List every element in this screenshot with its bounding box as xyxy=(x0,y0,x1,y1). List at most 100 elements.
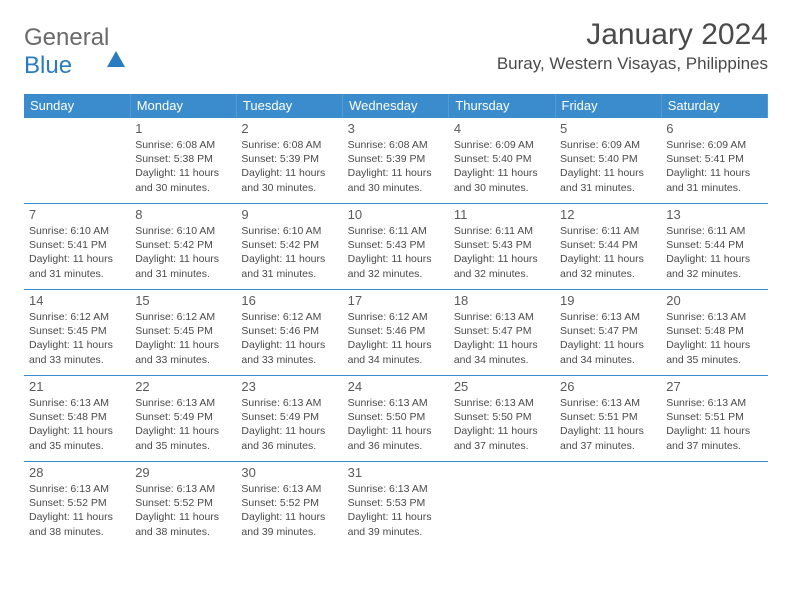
calendar-cell: 2Sunrise: 6:08 AMSunset: 5:39 PMDaylight… xyxy=(236,118,342,204)
info-line: Daylight: 11 hours and 34 minutes. xyxy=(454,338,550,366)
day-header: Thursday xyxy=(449,94,555,118)
logo-word-1: General xyxy=(24,24,109,51)
info-line: Sunset: 5:47 PM xyxy=(454,324,550,338)
day-number: 1 xyxy=(135,121,231,136)
calendar-cell xyxy=(555,462,661,548)
info-line: Sunset: 5:53 PM xyxy=(348,496,444,510)
day-number: 21 xyxy=(29,379,125,394)
day-info: Sunrise: 6:11 AMSunset: 5:43 PMDaylight:… xyxy=(348,224,444,281)
info-line: Sunrise: 6:13 AM xyxy=(29,396,125,410)
day-header: Tuesday xyxy=(236,94,342,118)
day-number: 4 xyxy=(454,121,550,136)
calendar-week: 7 Sunrise: 6:10 AMSunset: 5:41 PMDaylight… xyxy=(24,204,768,290)
info-line: Sunset: 5:52 PM xyxy=(29,496,125,510)
day-info: Sunrise: 6:11 AMSunset: 5:44 PMDaylight:… xyxy=(666,224,762,281)
info-line: Sunrise: 6:09 AM xyxy=(560,138,656,152)
info-line: Daylight: 11 hours and 33 minutes. xyxy=(29,338,125,366)
info-line: Sunset: 5:42 PM xyxy=(241,238,337,252)
day-number: 7 xyxy=(29,207,125,222)
day-info: Sunrise: 6:13 AMSunset: 5:49 PMDaylight:… xyxy=(241,396,337,453)
info-line: Daylight: 11 hours and 31 minutes. xyxy=(29,252,125,280)
calendar-cell: 20Sunrise: 6:13 AMSunset: 5:48 PMDayligh… xyxy=(661,290,767,376)
day-info: Sunrise: 6:13 AMSunset: 5:48 PMDaylight:… xyxy=(29,396,125,453)
info-line: Daylight: 11 hours and 39 minutes. xyxy=(241,510,337,538)
day-number: 16 xyxy=(241,293,337,308)
day-number: 10 xyxy=(348,207,444,222)
day-info: Sunrise: 6:12 AMSunset: 5:46 PMDaylight:… xyxy=(241,310,337,367)
info-line: Sunset: 5:52 PM xyxy=(135,496,231,510)
calendar-cell: 23Sunrise: 6:13 AMSunset: 5:49 PMDayligh… xyxy=(236,376,342,462)
info-line: Daylight: 11 hours and 30 minutes. xyxy=(135,166,231,194)
calendar-head: SundayMondayTuesdayWednesdayThursdayFrid… xyxy=(24,94,768,118)
logo-word-2: Blue xyxy=(24,52,72,79)
calendar-body: 1Sunrise: 6:08 AMSunset: 5:38 PMDaylight… xyxy=(24,118,768,548)
day-info: Sunrise: 6:08 AMSunset: 5:39 PMDaylight:… xyxy=(241,138,337,195)
calendar-cell: 5Sunrise: 6:09 AMSunset: 5:40 PMDaylight… xyxy=(555,118,661,204)
calendar-cell: 18Sunrise: 6:13 AMSunset: 5:47 PMDayligh… xyxy=(449,290,555,376)
calendar-week: 28Sunrise: 6:13 AMSunset: 5:52 PMDayligh… xyxy=(24,462,768,548)
day-info: Sunrise: 6:13 AMSunset: 5:49 PMDaylight:… xyxy=(135,396,231,453)
info-line: Daylight: 11 hours and 36 minutes. xyxy=(348,424,444,452)
info-line: Sunrise: 6:08 AM xyxy=(135,138,231,152)
info-line: Sunset: 5:39 PM xyxy=(241,152,337,166)
calendar-cell xyxy=(24,118,130,204)
info-line: Sunset: 5:44 PM xyxy=(560,238,656,252)
info-line: Daylight: 11 hours and 35 minutes. xyxy=(29,424,125,452)
info-line: Sunrise: 6:08 AM xyxy=(348,138,444,152)
calendar-cell: 27Sunrise: 6:13 AMSunset: 5:51 PMDayligh… xyxy=(661,376,767,462)
day-number: 19 xyxy=(560,293,656,308)
calendar-cell: 26Sunrise: 6:13 AMSunset: 5:51 PMDayligh… xyxy=(555,376,661,462)
info-line: Sunrise: 6:13 AM xyxy=(241,396,337,410)
calendar-cell: 7 Sunrise: 6:10 AMSunset: 5:41 PMDaylight… xyxy=(24,204,130,290)
logo: General Blue xyxy=(24,18,125,80)
day-number: 25 xyxy=(454,379,550,394)
info-line: Sunrise: 6:11 AM xyxy=(666,224,762,238)
info-line: Daylight: 11 hours and 38 minutes. xyxy=(29,510,125,538)
calendar-cell: 10 Sunrise: 6:11 AMSunset: 5:43 PMDayligh… xyxy=(343,204,449,290)
info-line: Sunset: 5:51 PM xyxy=(666,410,762,424)
info-line: Sunrise: 6:13 AM xyxy=(666,396,762,410)
info-line: Daylight: 11 hours and 31 minutes. xyxy=(135,252,231,280)
calendar-week: 14Sunrise: 6:12 AMSunset: 5:45 PMDayligh… xyxy=(24,290,768,376)
day-info: Sunrise: 6:13 AMSunset: 5:51 PMDaylight:… xyxy=(666,396,762,453)
day-number: 29 xyxy=(135,465,231,480)
info-line: Sunrise: 6:13 AM xyxy=(454,396,550,410)
day-info: Sunrise: 6:13 AMSunset: 5:47 PMDaylight:… xyxy=(560,310,656,367)
day-info: Sunrise: 6:13 AMSunset: 5:50 PMDaylight:… xyxy=(454,396,550,453)
info-line: Daylight: 11 hours and 32 minutes. xyxy=(454,252,550,280)
info-line: Daylight: 11 hours and 34 minutes. xyxy=(348,338,444,366)
day-info: Sunrise: 6:09 AMSunset: 5:40 PMDaylight:… xyxy=(560,138,656,195)
day-number: 15 xyxy=(135,293,231,308)
day-number: 30 xyxy=(241,465,337,480)
title-block: January 2024 Buray, Western Visayas, Phi… xyxy=(497,18,768,74)
info-line: Sunrise: 6:13 AM xyxy=(348,482,444,496)
calendar-cell: 28Sunrise: 6:13 AMSunset: 5:52 PMDayligh… xyxy=(24,462,130,548)
info-line: Sunset: 5:48 PM xyxy=(29,410,125,424)
info-line: Sunrise: 6:10 AM xyxy=(135,224,231,238)
day-header: Monday xyxy=(130,94,236,118)
day-info: Sunrise: 6:10 AMSunset: 5:41 PMDaylight:… xyxy=(29,224,125,281)
calendar-cell: 17Sunrise: 6:12 AMSunset: 5:46 PMDayligh… xyxy=(343,290,449,376)
calendar-cell: 11Sunrise: 6:11 AMSunset: 5:43 PMDayligh… xyxy=(449,204,555,290)
day-info: Sunrise: 6:10 AMSunset: 5:42 PMDaylight:… xyxy=(135,224,231,281)
day-number: 12 xyxy=(560,207,656,222)
day-header: Sunday xyxy=(24,94,130,118)
day-info: Sunrise: 6:12 AMSunset: 5:45 PMDaylight:… xyxy=(29,310,125,367)
day-info: Sunrise: 6:13 AMSunset: 5:50 PMDaylight:… xyxy=(348,396,444,453)
day-info: Sunrise: 6:13 AMSunset: 5:48 PMDaylight:… xyxy=(666,310,762,367)
info-line: Sunrise: 6:12 AM xyxy=(29,310,125,324)
day-info: Sunrise: 6:09 AMSunset: 5:40 PMDaylight:… xyxy=(454,138,550,195)
calendar-cell xyxy=(449,462,555,548)
info-line: Sunset: 5:46 PM xyxy=(348,324,444,338)
info-line: Daylight: 11 hours and 32 minutes. xyxy=(666,252,762,280)
calendar-cell: 8Sunrise: 6:10 AMSunset: 5:42 PMDaylight… xyxy=(130,204,236,290)
month-title: January 2024 xyxy=(497,18,768,52)
day-info: Sunrise: 6:09 AMSunset: 5:41 PMDaylight:… xyxy=(666,138,762,195)
info-line: Daylight: 11 hours and 30 minutes. xyxy=(348,166,444,194)
calendar-table: SundayMondayTuesdayWednesdayThursdayFrid… xyxy=(24,94,768,548)
info-line: Daylight: 11 hours and 38 minutes. xyxy=(135,510,231,538)
calendar-cell: 30Sunrise: 6:13 AMSunset: 5:52 PMDayligh… xyxy=(236,462,342,548)
info-line: Sunset: 5:52 PM xyxy=(241,496,337,510)
calendar-cell: 14Sunrise: 6:12 AMSunset: 5:45 PMDayligh… xyxy=(24,290,130,376)
calendar-cell: 31Sunrise: 6:13 AMSunset: 5:53 PMDayligh… xyxy=(343,462,449,548)
